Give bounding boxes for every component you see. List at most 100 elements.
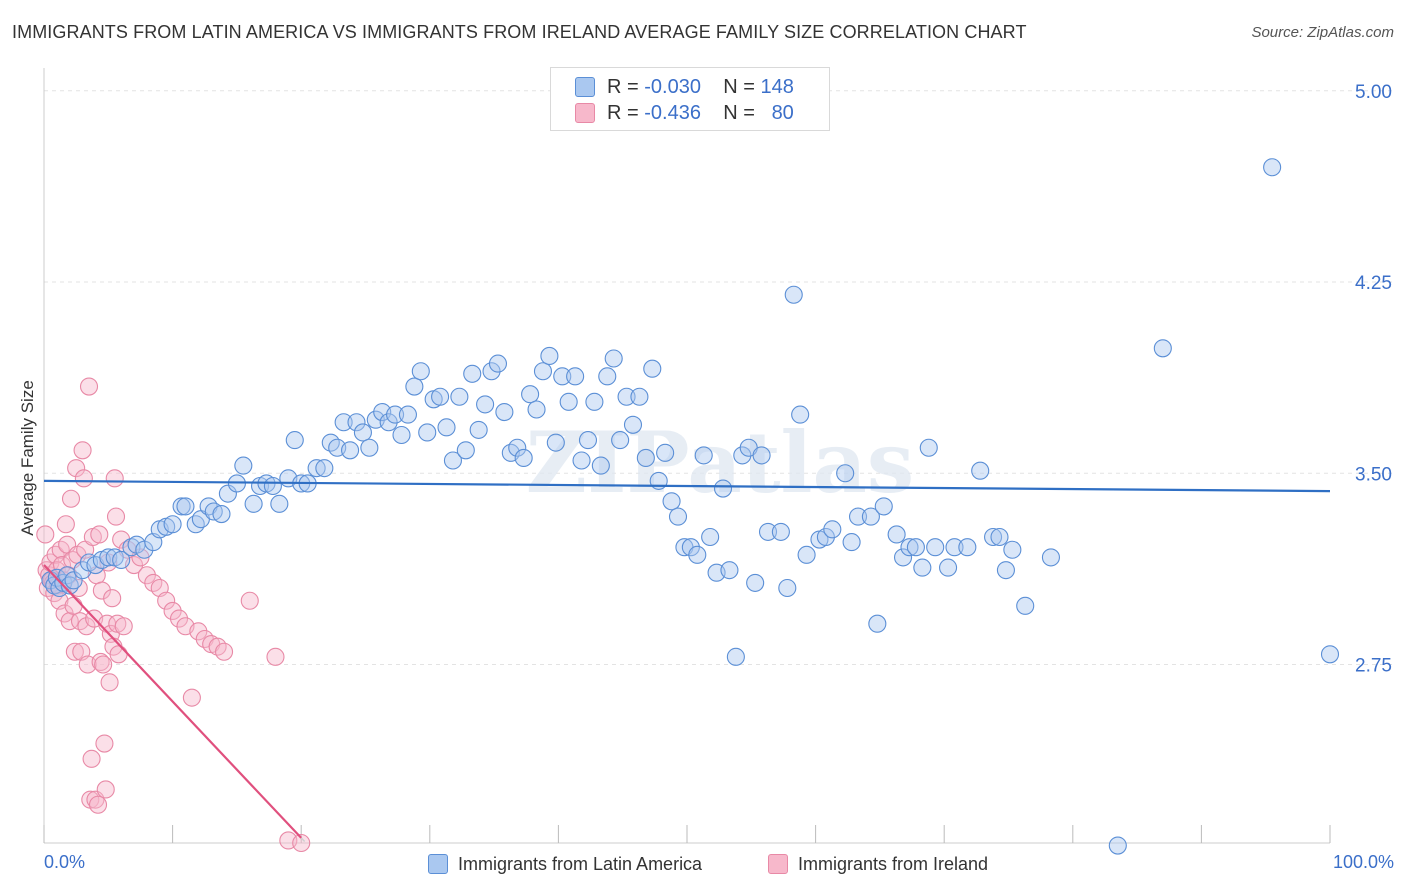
data-point (96, 780, 115, 799)
data-point (398, 405, 417, 424)
bottom-legend-swatch-blue (428, 854, 448, 874)
data-point (971, 461, 990, 480)
data-point (186, 515, 205, 534)
data-point (656, 443, 675, 462)
data-point (234, 456, 253, 475)
data-point (469, 420, 488, 439)
data-point (411, 362, 430, 381)
data-point (169, 609, 189, 628)
data-point (61, 489, 81, 508)
data-point (681, 538, 700, 557)
data-point (771, 522, 790, 541)
data-point (945, 538, 964, 557)
data-point (456, 441, 475, 460)
legend-n-label: N = (723, 75, 755, 98)
data-point (90, 525, 109, 544)
bottom-legend-label: Immigrants from Ireland (798, 853, 989, 874)
data-point (906, 538, 925, 557)
data-point (630, 387, 649, 406)
legend-r-value: -0.436 (644, 101, 701, 124)
data-point (292, 833, 311, 853)
watermark: ZIPatlas (526, 413, 914, 512)
data-point (405, 377, 424, 396)
data-point (1041, 548, 1060, 567)
data-point (668, 507, 688, 526)
y-tick-label: 2.75 (1355, 656, 1392, 677)
source-label: Source: ZipAtlas.com (1251, 24, 1394, 41)
data-point (79, 377, 99, 396)
y-tick-label: 4.25 (1355, 273, 1392, 294)
data-point (114, 617, 133, 636)
data-point (939, 558, 958, 577)
data-point (182, 688, 201, 707)
data-point (540, 346, 559, 366)
data-point (791, 405, 810, 424)
data-point (913, 558, 932, 577)
y-tick-label: 3.50 (1355, 464, 1392, 485)
data-point (56, 515, 75, 534)
bottom-legend-ireland: Immigrants from Ireland (768, 852, 988, 876)
data-point (578, 431, 598, 450)
data-point (848, 507, 868, 526)
bottom-legend-label: Immigrants from Latin America (458, 853, 703, 874)
data-point (64, 571, 83, 590)
data-point (733, 446, 752, 465)
data-point (91, 652, 110, 672)
data-point (893, 548, 913, 567)
data-point (1153, 339, 1172, 358)
data-point (60, 612, 79, 631)
data-point (572, 451, 591, 470)
data-point (334, 413, 353, 432)
data-point (64, 596, 83, 615)
data-point (105, 469, 124, 488)
data-point (521, 385, 540, 404)
data-point (392, 425, 411, 445)
data-point (566, 367, 585, 386)
data-point (347, 413, 366, 432)
data-point (341, 441, 360, 460)
data-point (842, 533, 861, 552)
data-point (431, 387, 450, 406)
data-point (218, 484, 237, 503)
legend-n-label: N = (723, 101, 755, 124)
data-point (598, 367, 617, 386)
data-point (688, 545, 707, 564)
data-point (95, 734, 114, 753)
data-point (694, 446, 713, 465)
y-axis-label: Average Family Size (18, 380, 37, 536)
legend-row-latin-america: R = -0.030 N = 148 (575, 75, 794, 99)
data-point (112, 550, 131, 570)
data-point (919, 438, 938, 457)
ireland-trend-extension (300, 837, 307, 844)
data-point (1003, 540, 1022, 559)
data-point (508, 438, 527, 457)
data-point (46, 545, 65, 564)
data-point (189, 622, 208, 641)
bottom-legend-swatch-pink (768, 854, 788, 874)
data-point (926, 538, 945, 557)
data-point (784, 285, 803, 304)
data-point (591, 456, 610, 475)
axes (43, 68, 1331, 844)
legend-swatch-pink (575, 103, 595, 123)
data-point (285, 431, 304, 450)
data-point (533, 362, 553, 381)
data-point (163, 515, 182, 534)
data-point (214, 642, 234, 661)
gridlines (44, 90, 1392, 665)
data-point (463, 364, 482, 383)
data-point (758, 522, 778, 541)
data-point (861, 507, 880, 526)
data-point (604, 349, 623, 368)
data-point (65, 642, 84, 661)
data-point (315, 459, 334, 478)
data-point (746, 573, 765, 592)
trend-lines (43, 479, 1331, 844)
data-point (726, 647, 745, 666)
data-point (94, 655, 113, 674)
data-point (874, 497, 893, 516)
data-point (797, 545, 816, 564)
data-point (137, 566, 156, 585)
legend-row-ireland: R = -0.436 N = 80 (575, 101, 794, 125)
data-point (176, 497, 195, 516)
